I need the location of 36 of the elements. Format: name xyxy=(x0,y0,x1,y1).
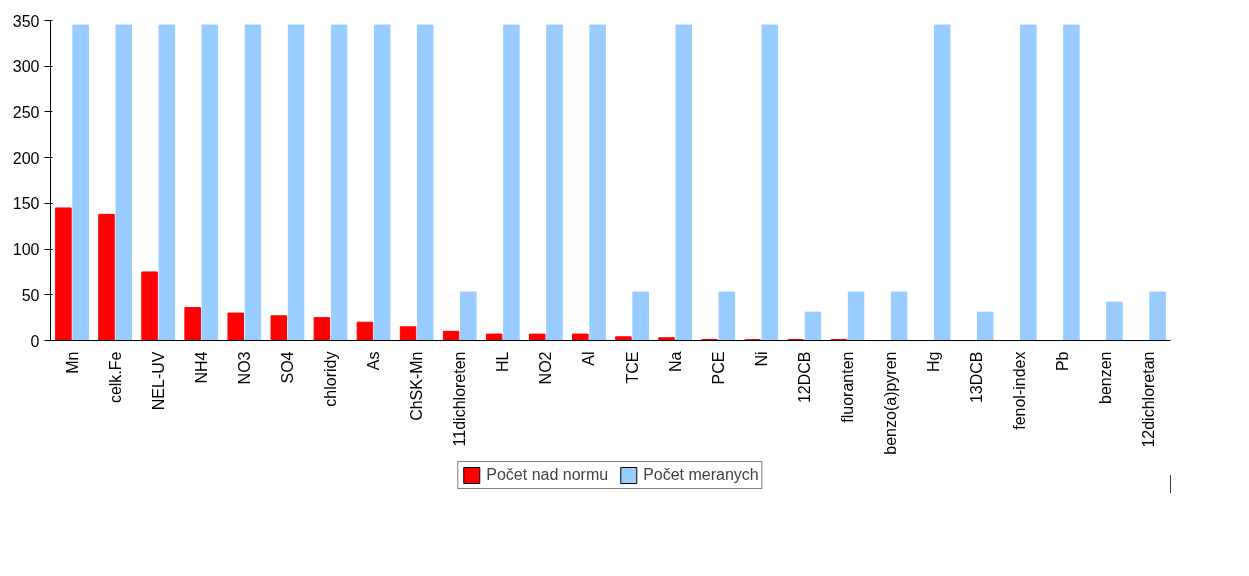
y-tick-label: 50 xyxy=(21,286,40,304)
y-tick-label: 250 xyxy=(12,103,40,121)
x-tick-label: benzen xyxy=(1097,351,1115,404)
y-tick-label: 350 xyxy=(12,12,40,30)
x-tick-label: Mn xyxy=(63,351,81,374)
x-tick-label: NEL-UV xyxy=(149,351,167,411)
x-tick-label: chloridy xyxy=(322,351,339,407)
legend-label: Počet meranych xyxy=(643,466,759,484)
x-tick-label: 12dichloretan xyxy=(1140,351,1158,448)
x-tick-label: Hg xyxy=(925,351,943,372)
x-tick-label: Na xyxy=(666,351,684,372)
x-tick-label: NO3 xyxy=(235,351,253,385)
x-tick-label: benzo(a)pyren xyxy=(882,351,899,455)
x-tick-label: fenol-index xyxy=(1011,351,1029,430)
x-tick-label: HL xyxy=(494,351,512,372)
x-tick-label: PCE xyxy=(709,351,727,385)
x-tick-label: NH4 xyxy=(192,351,210,384)
x-tick-label: SO4 xyxy=(278,351,296,384)
x-tick-label: Ni xyxy=(752,351,770,367)
y-tick-label: 150 xyxy=(12,195,40,213)
x-tick-label: Pb xyxy=(1054,351,1072,372)
x-tick-label: As xyxy=(365,351,383,371)
x-tick-label: 11dichloreten xyxy=(451,351,469,447)
x-tick-label: NO2 xyxy=(537,351,555,385)
y-tick-label: 300 xyxy=(12,58,40,76)
x-tick-label: fluoranten xyxy=(838,351,856,423)
x-tick-label: 13DCB xyxy=(968,351,986,404)
y-tick-label: 100 xyxy=(12,241,40,259)
x-tick-label: 12DCB xyxy=(795,351,813,404)
x-tick-label: TCE xyxy=(623,351,641,384)
legend-label: Počet nad normu xyxy=(486,466,609,484)
x-tick-label: celk.Fe xyxy=(106,351,124,404)
x-tick-label: Al xyxy=(580,351,598,366)
y-tick-label: 200 xyxy=(12,149,40,167)
y-tick-label: 0 xyxy=(30,332,40,350)
x-tick-label: ChSK-Mn xyxy=(408,351,426,421)
